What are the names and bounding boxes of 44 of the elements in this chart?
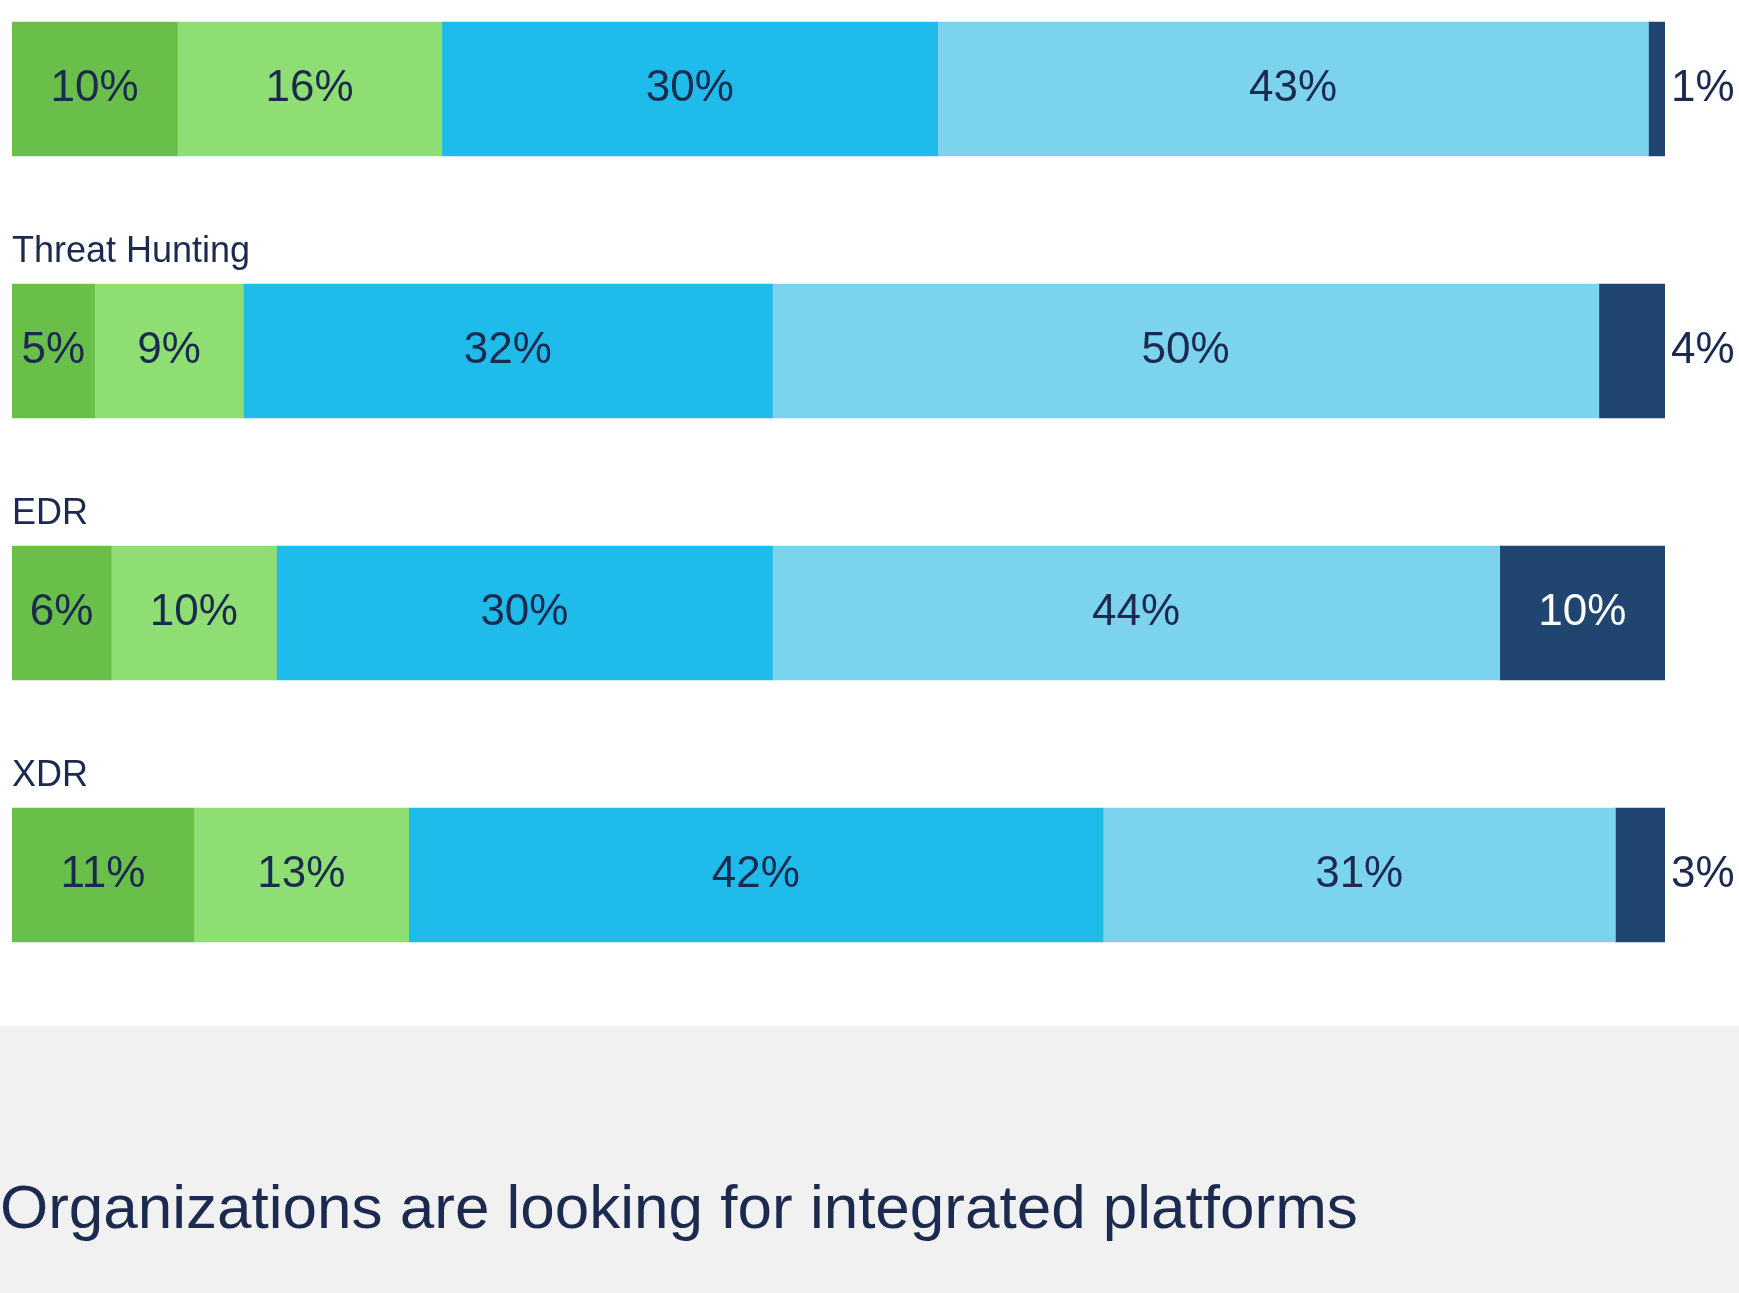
- bar: [937, 21, 1649, 157]
- bar: [772, 283, 1600, 419]
- data-label: 4%: [1671, 323, 1735, 373]
- data-label: 11%: [60, 847, 146, 897]
- data-label: 1%: [1671, 61, 1735, 111]
- data-label: 43%: [1249, 61, 1338, 111]
- bar: [193, 807, 410, 943]
- bar: [1648, 21, 1665, 157]
- data-label: 16%: [265, 61, 354, 111]
- bar: [176, 21, 443, 157]
- bar: [1598, 283, 1665, 419]
- data-label: 5%: [21, 323, 86, 373]
- data-label: 42%: [711, 847, 800, 897]
- bar: [276, 545, 773, 681]
- data-label: 50%: [1141, 323, 1230, 373]
- bar: [1102, 807, 1616, 943]
- y-tick-label: Threat Hunting: [12, 228, 251, 270]
- bar: [94, 283, 244, 419]
- bar: [12, 807, 195, 943]
- bar: [1499, 545, 1665, 681]
- bar: [408, 807, 1104, 943]
- data-label: 3%: [1671, 847, 1735, 897]
- bar: [12, 283, 95, 419]
- data-label: 10%: [149, 585, 238, 635]
- bar: [1615, 807, 1665, 943]
- bar: [110, 545, 277, 681]
- data-label: 13%: [257, 847, 346, 897]
- text: Organizations are looking for integrated platforms: [0, 1171, 1358, 1242]
- bar: [772, 545, 1501, 681]
- y-tick-label: XDR: [12, 752, 89, 794]
- bar: [243, 283, 773, 419]
- data-label: 10%: [1538, 585, 1627, 635]
- data-label: 30%: [645, 61, 734, 111]
- data-label: 32%: [463, 323, 552, 373]
- data-label: 9%: [137, 323, 201, 373]
- y-tick-label: EDR: [12, 490, 89, 532]
- data-label: 30%: [480, 585, 569, 635]
- data-label: 10%: [50, 61, 139, 111]
- data-label: 31%: [1315, 847, 1404, 897]
- data-label: 44%: [1092, 585, 1181, 635]
- bar: [12, 545, 112, 681]
- bar: [12, 21, 178, 157]
- data-label: 6%: [29, 585, 94, 635]
- bar: [441, 21, 939, 157]
